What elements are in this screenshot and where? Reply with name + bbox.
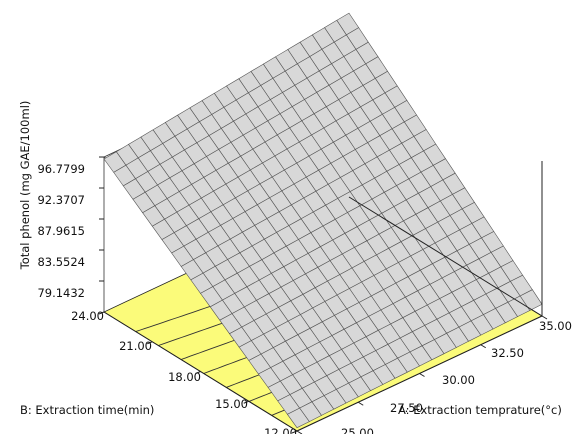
box-edge-front — [296, 315, 543, 432]
y-tick-mark — [243, 400, 249, 404]
x-tick-mark — [541, 315, 548, 320]
surface-cell — [286, 407, 310, 429]
z-axis-label: Total phenol (mg GAE/100ml) — [18, 101, 32, 271]
x-tick-label: 30.00 — [442, 373, 475, 387]
y-tick-label: 21.00 — [119, 339, 152, 353]
chart-box-front — [103, 161, 543, 432]
x-tick-mark — [357, 401, 364, 406]
z-tick-label: 87.9615 — [37, 224, 85, 238]
y-axis-label: B: Extraction time(min) — [20, 403, 154, 417]
x-tick-label: 25.00 — [341, 426, 374, 434]
x-tick-mark — [419, 373, 425, 377]
y-tick-mark — [147, 341, 153, 345]
response-surface-mesh — [103, 12, 543, 429]
x-axis-label: A: Extraction temprature(°c) — [398, 403, 562, 417]
z-tick-label: 96.7799 — [37, 162, 85, 176]
box-edge-front — [348, 196, 543, 317]
y-tick-label: 15.00 — [215, 397, 248, 411]
x-tick-label: 35.00 — [539, 319, 572, 333]
x-tick-label: 27.50 — [390, 401, 423, 415]
y-tick-label: 12.00 — [264, 426, 297, 434]
z-tick-label: 79.1432 — [37, 286, 85, 300]
y-tick-mark — [98, 311, 105, 315]
axis-tick-marks — [98, 156, 548, 434]
box-edge-front — [103, 311, 298, 432]
x-tick-label: 32.50 — [491, 346, 524, 360]
x-tick-mark — [480, 344, 487, 349]
z-tick-label: 92.3707 — [37, 193, 85, 207]
y-tick-label: 18.00 — [168, 370, 201, 384]
z-tick-label: 83.5524 — [37, 255, 85, 269]
y-tick-mark — [195, 371, 201, 374]
y-tick-label: 24.00 — [71, 309, 104, 323]
y-tick-mark — [291, 430, 298, 434]
